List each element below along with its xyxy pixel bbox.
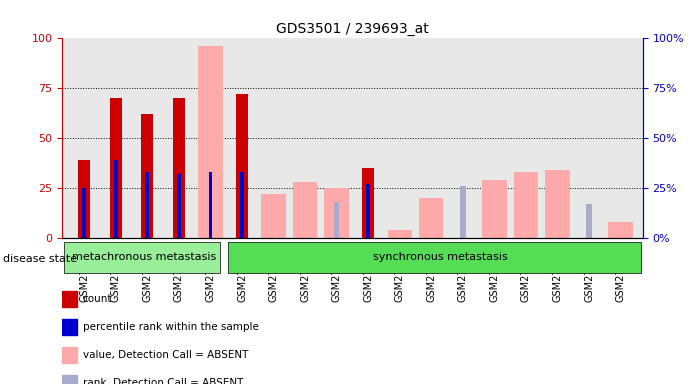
Text: metachronous metastasis: metachronous metastasis (72, 252, 216, 262)
Bar (62, 375, 77, 384)
Bar (177, 174, 181, 238)
Text: count: count (82, 294, 112, 304)
Bar (78, 160, 91, 238)
Bar (608, 222, 633, 238)
Bar (114, 160, 117, 238)
Text: disease state: disease state (3, 254, 77, 264)
Bar (62, 319, 77, 335)
Bar (325, 188, 349, 238)
Bar (334, 202, 339, 238)
Bar (209, 172, 212, 238)
Bar (460, 186, 466, 238)
Title: GDS3501 / 239693_at: GDS3501 / 239693_at (276, 22, 429, 36)
Text: rank, Detection Call = ABSENT: rank, Detection Call = ABSENT (82, 378, 243, 384)
Bar (514, 172, 538, 238)
Bar (545, 170, 569, 238)
Bar (62, 347, 77, 363)
Bar (141, 114, 153, 238)
Text: synchronous metastasis: synchronous metastasis (373, 252, 508, 262)
Bar (261, 194, 285, 238)
Bar (62, 291, 77, 307)
Text: value, Detection Call = ABSENT: value, Detection Call = ABSENT (82, 350, 248, 360)
Bar (366, 184, 370, 238)
Bar (82, 188, 86, 238)
FancyBboxPatch shape (64, 242, 220, 273)
Bar (240, 172, 244, 238)
Text: percentile rank within the sample: percentile rank within the sample (82, 322, 258, 332)
FancyBboxPatch shape (228, 242, 641, 273)
Bar (362, 168, 375, 238)
Bar (388, 230, 412, 238)
Bar (198, 46, 223, 238)
Bar (419, 198, 444, 238)
Bar (145, 172, 149, 238)
Bar (173, 98, 185, 238)
Bar (482, 180, 507, 238)
Bar (236, 94, 248, 238)
Bar (586, 204, 591, 238)
Bar (293, 182, 317, 238)
Bar (110, 98, 122, 238)
